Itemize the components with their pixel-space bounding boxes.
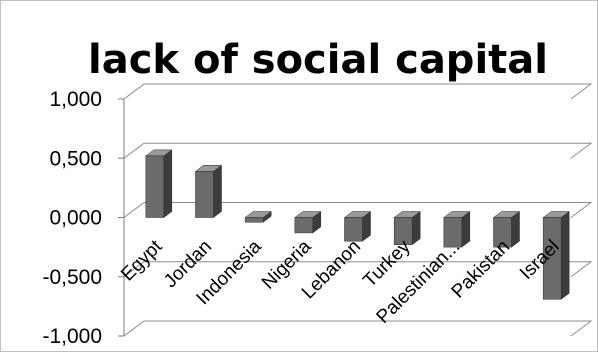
bar (443, 211, 471, 248)
gridline (123, 83, 593, 100)
bar-front (145, 155, 165, 218)
bar-front (344, 217, 363, 242)
bar-front (393, 217, 413, 246)
bar-front (294, 217, 314, 234)
gridline (123, 202, 593, 218)
bar-side (560, 211, 570, 300)
bar (145, 149, 173, 218)
bar (343, 211, 372, 242)
value-axis-label: 1,000 (49, 88, 102, 111)
bar-side (163, 149, 173, 218)
bar-front (443, 217, 463, 248)
gridline (123, 142, 593, 159)
value-axis-labels: 1,000 0,500 0,000 -0,500 -1,000 (42, 88, 102, 348)
bars (145, 149, 570, 300)
bar (194, 164, 223, 218)
bar-front (493, 217, 512, 248)
value-axis-label: -1,000 (42, 325, 102, 348)
gridline (123, 320, 593, 337)
gridlines (123, 83, 593, 337)
bar (492, 211, 521, 248)
chart-title: lack of social capital (88, 37, 548, 83)
value-axis-label: 0,500 (49, 147, 102, 170)
bar (294, 211, 322, 234)
bar (393, 211, 421, 246)
category-labels: EgyptJordanIndonesiaNigeriaLebanonTurkey… (117, 236, 564, 328)
bar-front (195, 171, 214, 218)
bar (542, 211, 570, 300)
bar-side (213, 164, 222, 218)
value-axis-label: -0,500 (42, 266, 102, 289)
bar (244, 211, 272, 223)
value-axis-label: 0,000 (49, 207, 102, 230)
gridline (123, 261, 593, 278)
bar-front (244, 217, 264, 223)
bar-front (542, 217, 562, 300)
value-axis (118, 98, 125, 337)
